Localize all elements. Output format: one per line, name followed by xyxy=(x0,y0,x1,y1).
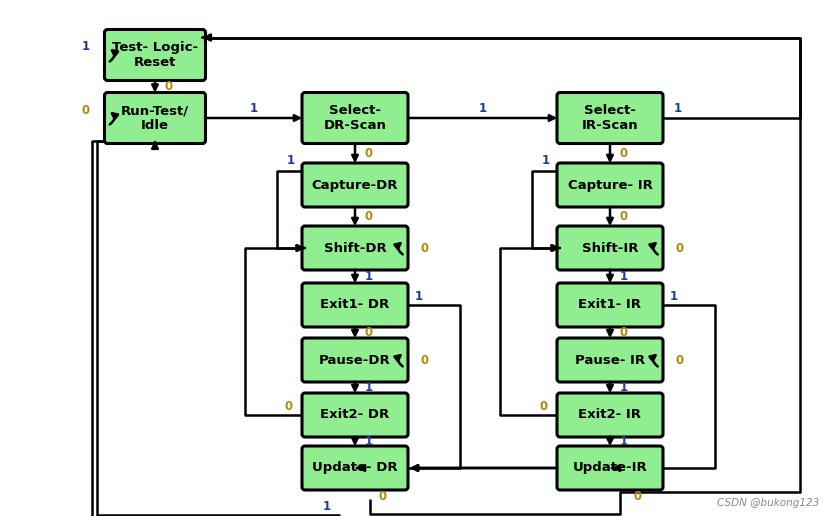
FancyBboxPatch shape xyxy=(557,393,663,437)
Text: 0: 0 xyxy=(676,353,684,366)
Text: 0: 0 xyxy=(620,147,628,160)
FancyBboxPatch shape xyxy=(302,226,408,270)
Text: 1: 1 xyxy=(674,102,682,115)
Text: Shift-IR: Shift-IR xyxy=(582,241,639,254)
Text: 1: 1 xyxy=(542,154,550,168)
FancyBboxPatch shape xyxy=(105,92,205,143)
Text: Shift-DR: Shift-DR xyxy=(324,241,386,254)
Text: Test- Logic-
Reset: Test- Logic- Reset xyxy=(112,41,198,69)
FancyBboxPatch shape xyxy=(557,163,663,207)
Text: 1: 1 xyxy=(479,102,486,115)
Text: Capture- IR: Capture- IR xyxy=(568,179,653,191)
Text: Select-
IR-Scan: Select- IR-Scan xyxy=(582,104,639,132)
Text: 1: 1 xyxy=(415,291,423,303)
Text: 1: 1 xyxy=(323,501,331,513)
Text: 0: 0 xyxy=(365,326,373,339)
FancyBboxPatch shape xyxy=(557,226,663,270)
Text: 0: 0 xyxy=(676,241,684,254)
Text: 0: 0 xyxy=(540,400,548,413)
Text: 0: 0 xyxy=(379,491,387,504)
Text: 1: 1 xyxy=(250,102,258,115)
FancyBboxPatch shape xyxy=(302,446,408,490)
FancyBboxPatch shape xyxy=(557,446,663,490)
Text: 1: 1 xyxy=(620,381,628,394)
Text: 1: 1 xyxy=(365,270,373,283)
Text: 0: 0 xyxy=(365,210,373,223)
FancyBboxPatch shape xyxy=(557,283,663,327)
Text: 1: 1 xyxy=(82,40,90,54)
Text: Capture-DR: Capture-DR xyxy=(311,179,398,191)
Text: Exit1- DR: Exit1- DR xyxy=(321,298,390,312)
Text: 0: 0 xyxy=(620,326,628,339)
FancyBboxPatch shape xyxy=(557,338,663,382)
FancyBboxPatch shape xyxy=(557,92,663,143)
Text: 1: 1 xyxy=(365,381,373,394)
Text: Update-IR: Update-IR xyxy=(573,461,648,475)
Text: Exit2- IR: Exit2- IR xyxy=(578,409,642,422)
Text: 1: 1 xyxy=(287,154,295,168)
Text: Run-Test/
Idle: Run-Test/ Idle xyxy=(121,104,189,132)
FancyBboxPatch shape xyxy=(302,338,408,382)
FancyBboxPatch shape xyxy=(302,393,408,437)
Text: 0: 0 xyxy=(365,147,373,160)
FancyBboxPatch shape xyxy=(302,163,408,207)
Text: 1: 1 xyxy=(670,291,678,303)
Text: Select-
DR-Scan: Select- DR-Scan xyxy=(324,104,386,132)
Text: 0: 0 xyxy=(620,210,628,223)
FancyBboxPatch shape xyxy=(105,29,205,80)
Text: 0: 0 xyxy=(421,241,429,254)
FancyBboxPatch shape xyxy=(302,283,408,327)
Text: 1: 1 xyxy=(620,270,628,283)
Text: 0: 0 xyxy=(82,104,90,117)
Text: Pause- IR: Pause- IR xyxy=(575,353,645,366)
Text: Exit2- DR: Exit2- DR xyxy=(321,409,390,422)
Text: 0: 0 xyxy=(634,491,642,504)
Text: Pause-DR: Pause-DR xyxy=(319,353,391,366)
Text: 0: 0 xyxy=(421,353,429,366)
FancyBboxPatch shape xyxy=(302,92,408,143)
Text: Update- DR: Update- DR xyxy=(312,461,398,475)
Text: 1: 1 xyxy=(365,435,373,448)
Text: 0: 0 xyxy=(165,80,173,93)
Text: 0: 0 xyxy=(285,400,293,413)
Text: Exit1- IR: Exit1- IR xyxy=(578,298,642,312)
Text: 1: 1 xyxy=(620,435,628,448)
Text: CSDN @bukong123: CSDN @bukong123 xyxy=(717,498,819,508)
